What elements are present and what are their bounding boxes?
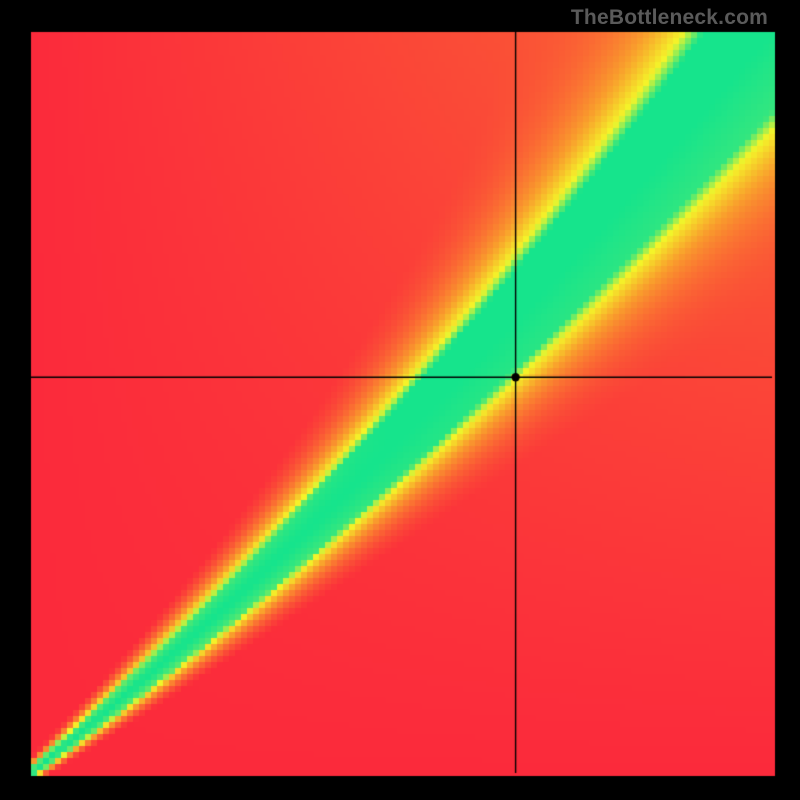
bottleneck-heatmap-canvas: [0, 0, 800, 800]
watermark-label: TheBottleneck.com: [571, 6, 768, 30]
chart-container: { "watermark": "TheBottleneck.com", "can…: [0, 0, 800, 800]
